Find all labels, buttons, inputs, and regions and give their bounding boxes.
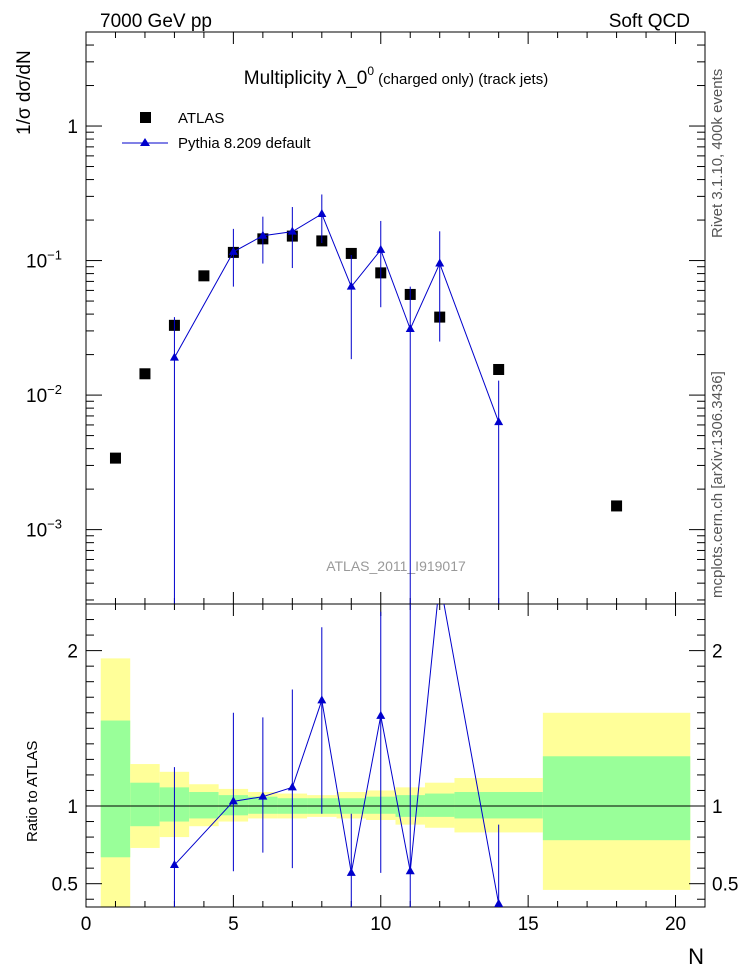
main-panel: 1 10−1 10−2 10−3 bbox=[26, 31, 706, 605]
legend-pythia-marker bbox=[140, 138, 150, 146]
atlas-point bbox=[198, 270, 210, 282]
ratio-y-tick-label-right: 2 bbox=[712, 642, 723, 663]
ratio-y-tick-label-right: 1 bbox=[712, 797, 723, 818]
pythia-line bbox=[173, 213, 500, 423]
main-y-axis-label: 1/σ dσ/dN bbox=[14, 50, 35, 135]
legend: ATLAS Pythia 8.209 default bbox=[122, 110, 311, 152]
ratio-point bbox=[494, 898, 504, 907]
ratio-point bbox=[346, 867, 356, 876]
y-tick-label: 1 bbox=[67, 117, 78, 138]
pythia-point bbox=[228, 246, 238, 255]
atlas-point bbox=[611, 500, 623, 512]
x-tick-label: 5 bbox=[228, 914, 239, 935]
ratio-band-stat-13 bbox=[542, 756, 691, 841]
x-axis-label: N bbox=[688, 944, 704, 969]
pythia-point bbox=[494, 417, 504, 426]
x-tick-label: 10 bbox=[370, 914, 391, 935]
ratio-point bbox=[169, 860, 179, 869]
ratio-line bbox=[174, 604, 500, 904]
header-right: Soft QCD bbox=[609, 11, 690, 32]
pythia-point bbox=[435, 258, 445, 267]
rivet-label: Rivet 3.1.10, 400k events bbox=[709, 69, 726, 238]
atlas-point bbox=[493, 363, 505, 375]
ratio-point bbox=[376, 710, 386, 719]
ratio-point bbox=[258, 791, 268, 800]
plot-title: Multiplicity λ_00 (charged only) (track … bbox=[244, 64, 548, 89]
atlas-point bbox=[139, 368, 151, 380]
legend-pythia-label: Pythia 8.209 default bbox=[178, 135, 311, 152]
ratio-point bbox=[435, 576, 444, 584]
ratio-y-tick-label-right: 0.5 bbox=[712, 875, 738, 896]
ratio-frame bbox=[85, 603, 706, 908]
atlas-point bbox=[345, 247, 357, 259]
y-tick-label: 10−3 bbox=[26, 517, 62, 542]
mcplots-label: mcplots.cern.ch [arXiv:1306.3436] bbox=[709, 371, 726, 598]
pythia-point bbox=[287, 226, 297, 235]
ratio-band-stat-0 bbox=[100, 720, 131, 858]
ratio-y-tick-label: 2 bbox=[67, 642, 78, 663]
pythia-point bbox=[258, 230, 268, 239]
ratio-data bbox=[169, 576, 504, 907]
pythia-point bbox=[346, 281, 356, 290]
header-left: 7000 GeV pp bbox=[100, 11, 212, 32]
pythia-point bbox=[169, 352, 179, 361]
legend-atlas-marker bbox=[140, 112, 151, 123]
ratio-point bbox=[405, 866, 415, 875]
y-tick-label: 10−1 bbox=[26, 248, 62, 273]
y-tick-label: 10−2 bbox=[26, 382, 62, 407]
pythia-point bbox=[317, 208, 327, 217]
ratio-point bbox=[287, 782, 297, 791]
ratio-panel: 0 5 10 15 20 0.5 0.5 1 1 2 2 bbox=[52, 576, 738, 935]
ratio-bands bbox=[100, 658, 691, 907]
ratio-y-tick-label: 0.5 bbox=[52, 875, 78, 896]
ratio-band-stat-1 bbox=[130, 782, 160, 827]
watermark: ATLAS_2011_I919017 bbox=[326, 558, 466, 574]
x-tick-label: 0 bbox=[81, 914, 92, 935]
ratio-band-stat-3 bbox=[189, 792, 219, 819]
pythia-point bbox=[376, 244, 386, 253]
legend-atlas-label: ATLAS bbox=[178, 110, 224, 127]
atlas-point bbox=[109, 452, 121, 464]
x-tick-label: 20 bbox=[665, 914, 686, 935]
ratio-point bbox=[228, 796, 238, 805]
ratio-band-stat-11 bbox=[424, 793, 455, 817]
pythia-point bbox=[405, 323, 415, 332]
ratio-band-stat-12 bbox=[454, 792, 543, 819]
main-data bbox=[109, 194, 623, 604]
ratio-y-tick-label: 1 bbox=[67, 797, 78, 818]
ratio-point bbox=[317, 695, 327, 704]
ratio-y-axis-label: Ratio to ATLAS bbox=[24, 741, 41, 842]
x-tick-label: 15 bbox=[518, 914, 539, 935]
